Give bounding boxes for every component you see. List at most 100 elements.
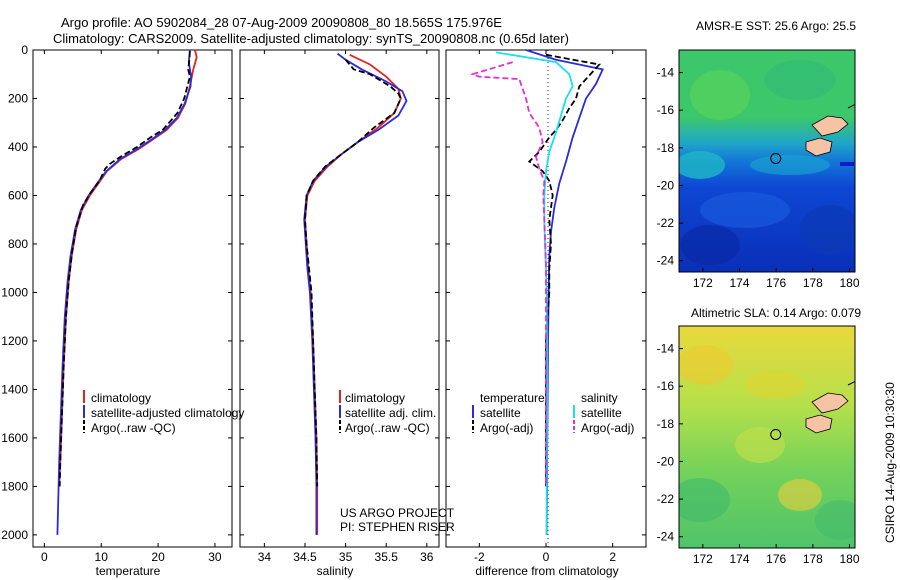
lon-tick-label: 178 — [803, 276, 823, 290]
salinity-xlabel: salinity — [317, 564, 354, 578]
figure-title-line2: Climatology: CARS2009. Satellite-adjuste… — [53, 31, 569, 46]
lat-tick-label: -20 — [657, 454, 675, 468]
sla-field-patch — [679, 478, 730, 522]
lat-tick-label: -22 — [657, 492, 675, 506]
difference-ticks: -2 0 2 — [474, 50, 616, 564]
sst-field-patch — [680, 225, 740, 265]
x-tick-label: 34.5 — [293, 550, 317, 564]
series-line-satellite-adj-clim- — [303, 52, 408, 535]
lat-tick-label: -14 — [657, 66, 675, 80]
sst-field-patch — [800, 205, 855, 255]
x-tick-label: 10 — [95, 550, 109, 564]
difference-depth-ticks — [446, 49, 646, 536]
x-tick-label: -2 — [474, 550, 485, 564]
sla-map-panel: Altimetric SLA: 0.14 Argo: 0.079 -14-16-… — [657, 306, 862, 566]
legend-label-sal-argo: Argo(-adj) — [581, 421, 634, 435]
lat-tick-label: -24 — [657, 530, 675, 544]
lon-tick-label: 174 — [729, 276, 749, 290]
difference-xlabel: difference from climatology — [475, 564, 618, 578]
sst-map-frame — [678, 49, 856, 273]
temperature-ticks: 0 10 20 30 — [41, 50, 222, 564]
fiji-island-south — [805, 414, 833, 434]
y-tick-label: 1200 — [1, 334, 28, 348]
sla-field-patch — [815, 500, 855, 540]
temperature-xlabel: temperature — [96, 564, 161, 578]
fiji-island-south — [805, 137, 833, 157]
sst-lon-ticks: 172 174 176 178 180 — [693, 268, 860, 290]
legend-header-temperature: temperature — [480, 391, 545, 405]
lon-tick-label: 176 — [766, 552, 786, 566]
difference-panel: -2 0 2 difference from climatology tempera… — [445, 49, 647, 578]
fiji-island-viti-levu — [811, 392, 849, 414]
temperature-profiles — [56, 49, 198, 535]
x-tick-label: 20 — [151, 550, 165, 564]
y-tick-label: 2000 — [1, 528, 28, 542]
legend-label-argo: Argo(..raw -QC) — [345, 421, 430, 435]
x-tick-label: 34 — [258, 550, 272, 564]
lat-tick-label: -22 — [657, 216, 675, 230]
y-tick-label: 200 — [8, 91, 28, 105]
lat-tick-label: -20 — [657, 178, 675, 192]
series-line-satellite-adjusted-climatology — [56, 49, 193, 535]
argo-float-marker — [770, 152, 782, 164]
sst-map-panel: AMSR-E SST: 25.6 Argo: 25.5 -14 -16 -18 -20… — [657, 19, 860, 290]
series-line-argo-raw-qc- — [58, 51, 191, 487]
series-line-temperature-satellite — [525, 49, 604, 535]
difference-legend: temperature salinity satellite Argo(-adj… — [472, 391, 634, 435]
sst-lat-ticks: -14 -16 -18 -20 -22 -24 — [657, 66, 683, 268]
x-tick-label: 2 — [609, 550, 616, 564]
sla-field-patch — [679, 345, 733, 385]
series-line-argo-raw-qc- — [304, 59, 402, 487]
legend-label-climatology: climatology — [345, 391, 405, 405]
salinity-ticks: 34 34.5 35 35.5 36 — [258, 50, 434, 564]
y-tick-label: 0 — [21, 43, 28, 57]
series-line-climatology — [304, 53, 402, 535]
salinity-profiles — [303, 52, 408, 535]
sla-field-patch — [778, 479, 822, 511]
sla-lon-ticks: 172 174 176 178 180 — [693, 544, 860, 566]
y-tick-label: 400 — [8, 140, 28, 154]
legend-label-sal-satellite: satellite — [581, 406, 622, 420]
legend-label-argo: Argo(..raw -QC) — [91, 421, 176, 435]
lat-tick-label: -24 — [657, 254, 675, 268]
footer-timestamp: CSIRO 14-Aug-2009 10:30:30 — [883, 382, 897, 543]
y-tick-label: 1800 — [1, 479, 28, 493]
sst-masked-pixels — [840, 162, 854, 166]
difference-profiles — [469, 49, 604, 535]
lon-tick-label: 174 — [729, 552, 749, 566]
temperature-panel: 0 200 400 600 800 1000 1200 1400 1600 1800 2000 0 1… — [1, 43, 244, 578]
lat-tick-label: -18 — [657, 417, 675, 431]
series-line-salinity-argo-adj- — [469, 61, 547, 487]
figure-title-line1: Argo profile: AO 5902084_28 07-Aug-2009 … — [61, 15, 502, 30]
sst-field-patch — [679, 151, 725, 179]
legend-label-satellite-adjusted: satellite-adjusted climatology — [91, 406, 244, 420]
lat-tick-label: -16 — [657, 379, 675, 393]
argo-float-marker — [770, 428, 782, 440]
y-tick-label: 600 — [8, 188, 28, 202]
lon-tick-label: 180 — [839, 276, 859, 290]
lon-tick-label: 172 — [693, 552, 713, 566]
salinity-depth-ticks — [240, 49, 439, 536]
salinity-legend: climatology satellite adj. clim. Argo(..… — [339, 390, 436, 435]
lon-tick-label: 180 — [839, 552, 859, 566]
y-tick-label: 1000 — [1, 285, 28, 299]
pi-label: PI: STEPHEN RISER — [340, 520, 455, 534]
x-tick-label: 0 — [41, 550, 48, 564]
sst-field-patch — [765, 60, 835, 100]
sla-field-patch — [745, 371, 805, 399]
x-tick-label: 30 — [208, 550, 222, 564]
temperature-legend: climatology satellite-adjusted climatolo… — [83, 390, 244, 435]
x-tick-label: 0 — [543, 550, 550, 564]
sst-field-patch — [690, 70, 750, 120]
sst-map-field — [679, 50, 855, 272]
salinity-panel: 34 34.5 35 35.5 36 salinity climatology sate… — [239, 49, 455, 578]
lon-tick-label: 172 — [693, 276, 713, 290]
project-label: US ARGO PROJECT — [340, 506, 455, 520]
lat-tick-label: -18 — [657, 141, 675, 155]
y-tick-label: 800 — [8, 237, 28, 251]
sst-field-patch — [750, 155, 830, 175]
sla-map-field — [679, 326, 855, 548]
series-line-salinity-satellite — [495, 51, 574, 535]
legend-label-temp-argo: Argo(-adj) — [480, 421, 533, 435]
